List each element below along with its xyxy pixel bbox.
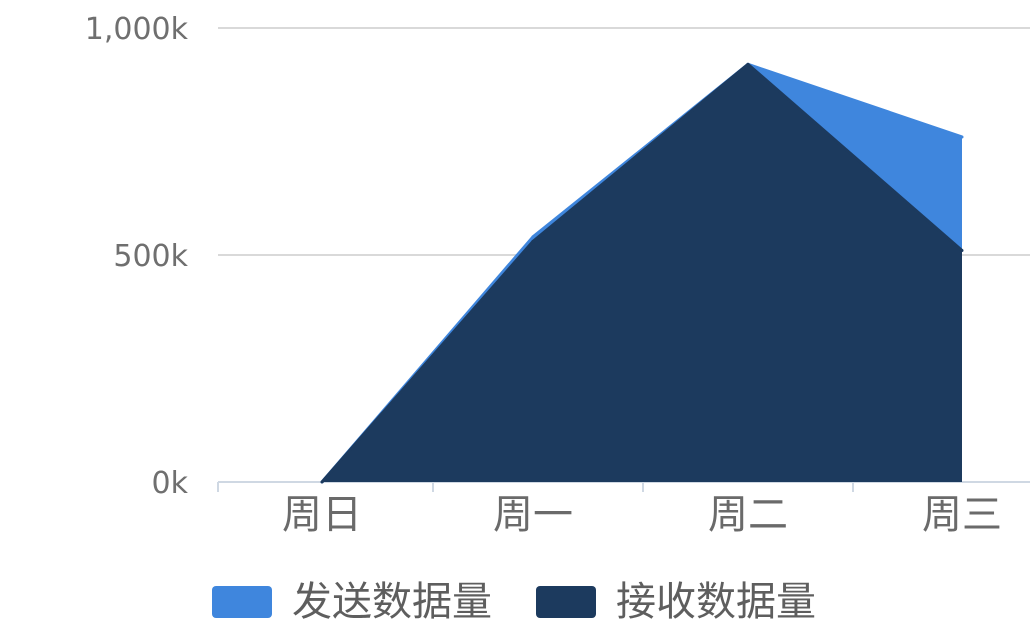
x-tick-label-2: 周二 xyxy=(708,492,788,538)
point-send-3 xyxy=(960,135,964,139)
y-tick-label-0: 0k xyxy=(152,466,189,501)
point-receive-3 xyxy=(960,248,964,252)
point-send-1 xyxy=(531,235,535,239)
y-tick-label-2: 1,000k xyxy=(85,12,189,47)
line-receive xyxy=(320,62,963,483)
x-tick-labels: 周日 周一 周二 周三 xyxy=(282,492,1002,538)
x-axis xyxy=(217,481,1030,492)
legend-label-send: 发送数据量 xyxy=(292,579,492,625)
area-receive xyxy=(322,64,962,482)
series-areas xyxy=(320,62,964,484)
point-receive-0 xyxy=(320,480,324,484)
y-tick-label-1: 500k xyxy=(113,239,188,274)
legend: 发送数据量 接收数据量 xyxy=(212,580,816,624)
point-receive-2 xyxy=(746,62,750,66)
x-tick-label-1: 周一 xyxy=(493,492,573,538)
legend-item-send[interactable]: 发送数据量 xyxy=(212,580,492,624)
point-receive-1 xyxy=(531,239,535,243)
legend-swatch-send xyxy=(212,586,272,618)
x-tick-label-3: 周三 xyxy=(922,492,1002,538)
legend-item-receive[interactable]: 接收数据量 xyxy=(536,580,816,624)
y-tick-labels: 0k 500k 1,000k xyxy=(85,12,189,501)
x-tick-label-0: 周日 xyxy=(282,492,362,538)
legend-swatch-receive xyxy=(536,586,596,618)
legend-label-receive: 接收数据量 xyxy=(616,579,816,625)
